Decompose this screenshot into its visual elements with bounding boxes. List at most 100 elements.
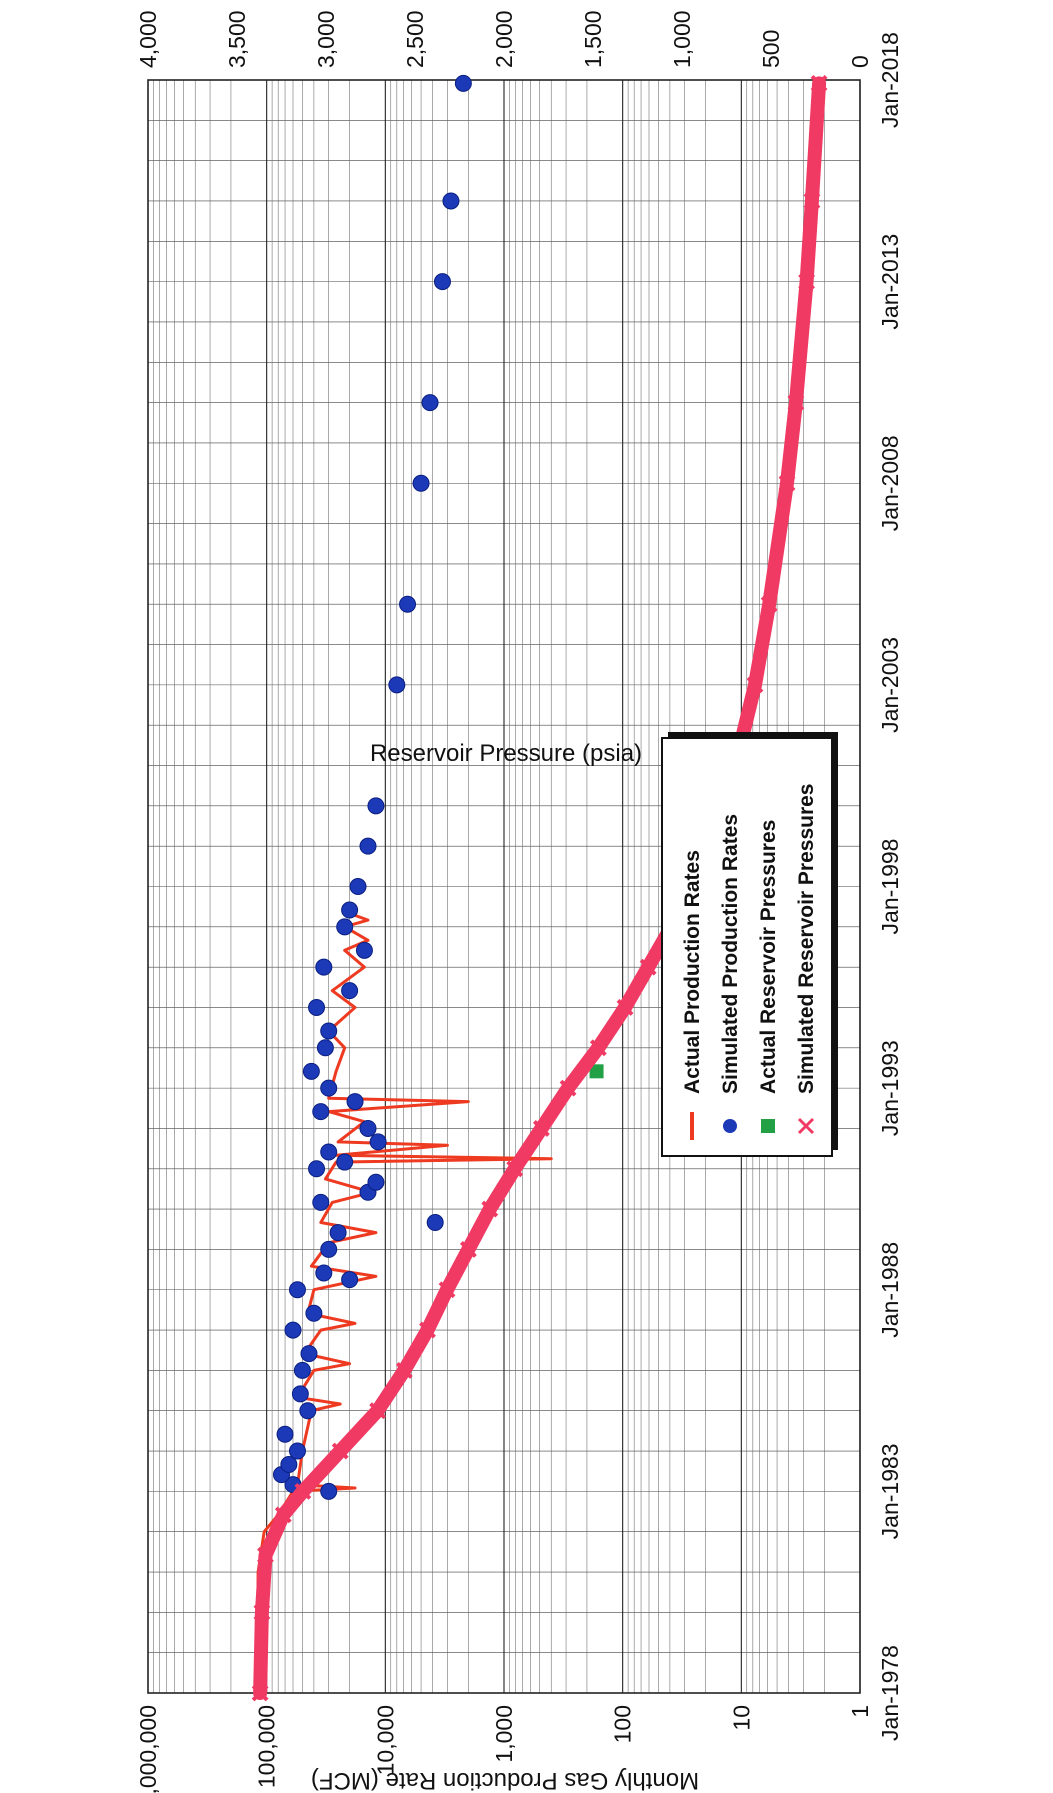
- y2-tick-label: 2,000: [491, 10, 517, 68]
- data-point: [454, 74, 472, 92]
- data-point: [412, 474, 430, 492]
- x-tick-label: Jan-2018: [877, 32, 903, 128]
- data-point: [315, 958, 333, 976]
- data-point: [506, 1160, 524, 1178]
- y2-tick-label: 4,000: [135, 10, 161, 68]
- data-point: [341, 982, 359, 1000]
- y2-tick-label: 1,000: [669, 10, 695, 68]
- x-tick-label: Jan-2003: [877, 637, 903, 733]
- data-point: [320, 1079, 338, 1097]
- x-tick-label: Jan-2008: [877, 435, 903, 531]
- data-point: [320, 1022, 338, 1040]
- legend-swatch: [797, 1117, 815, 1135]
- data-point: [421, 394, 439, 412]
- x-tick-label: Jan-2013: [877, 234, 903, 330]
- y-tick-label: 10: [728, 1705, 754, 1731]
- data-point: [320, 1240, 338, 1258]
- data-point: [746, 676, 764, 694]
- x-tick-label: Jan-1988: [877, 1242, 903, 1338]
- plot-area: [147, 79, 861, 1694]
- data-point: [369, 1402, 387, 1420]
- x-tick-label: Jan-1993: [877, 1040, 903, 1136]
- data-point: [589, 1064, 604, 1079]
- data-point: [312, 1103, 330, 1121]
- data-point: [280, 1455, 298, 1473]
- data-point: [359, 837, 377, 855]
- legend-label: Actual Reservoir Pressures: [757, 820, 780, 1094]
- data-point: [300, 1345, 318, 1363]
- data-point: [331, 1442, 349, 1460]
- data-point: [481, 1200, 499, 1218]
- x-tick-label: Jan-1978: [877, 1645, 903, 1741]
- data-point: [459, 1241, 477, 1258]
- data-point: [346, 1093, 364, 1111]
- y2-tick-label: 2,500: [402, 10, 428, 68]
- data-point: [616, 999, 634, 1016]
- data-point: [253, 1603, 271, 1621]
- series-1: [255, 911, 553, 1694]
- legend-label: Simulated Production Rates: [719, 814, 742, 1094]
- y-tick-label: 1,000: [491, 1705, 517, 1763]
- y2-axis-title: Reservoir Pressure (psia): [370, 740, 642, 767]
- data-point: [349, 878, 367, 895]
- data-point: [787, 394, 805, 412]
- data-point: [369, 1133, 387, 1151]
- y-axis-title: Monthly Gas Production Rate (MCF): [311, 1767, 699, 1793]
- y-tick-label: 100,000: [254, 1705, 280, 1788]
- legend-box: [661, 737, 833, 1157]
- y-tick-label: 1,000,000: [135, 1705, 161, 1793]
- data-point: [760, 595, 778, 613]
- data-point: [388, 676, 406, 694]
- data-point: [336, 918, 354, 936]
- data-point: [288, 1442, 306, 1460]
- data-point: [803, 192, 821, 210]
- y-tick-label: 10,000: [372, 1705, 398, 1775]
- data-point: [341, 1271, 359, 1289]
- data-point: [589, 1039, 607, 1057]
- series-3: [589, 1064, 604, 1079]
- y2-tick-label: 3,500: [224, 10, 250, 68]
- data-point: [778, 474, 796, 492]
- data-point: [294, 1482, 312, 1500]
- legend-swatch: [761, 1119, 775, 1133]
- data-point: [293, 1361, 311, 1379]
- x-tick-label: Jan-1998: [877, 839, 903, 935]
- data-point: [341, 901, 359, 919]
- y2-tick-label: 500: [758, 30, 784, 68]
- legend-label: Actual Production Rates: [681, 850, 704, 1094]
- data-point: [257, 1546, 274, 1564]
- data-point: [442, 192, 460, 210]
- series-2: [272, 74, 472, 1500]
- y-tick-label: 1: [847, 1705, 873, 1718]
- legend-swatch: [723, 1119, 737, 1133]
- data-point: [312, 1193, 330, 1211]
- data-point: [274, 1506, 292, 1524]
- data-point: [315, 1264, 333, 1282]
- data-point: [399, 595, 417, 613]
- legend-label: Simulated Reservoir Pressures: [795, 784, 818, 1095]
- data-point: [426, 1214, 444, 1232]
- data-point: [559, 1079, 577, 1097]
- data-point: [798, 273, 816, 291]
- data-point: [251, 1684, 269, 1702]
- data-point: [284, 1321, 302, 1339]
- data-point: [320, 1143, 338, 1161]
- data-point: [810, 74, 828, 92]
- legend: Actual Production Rates Simulated Product…: [661, 732, 838, 1157]
- data-point: [302, 1062, 320, 1080]
- data-point: [308, 1160, 326, 1178]
- data-point: [308, 998, 326, 1016]
- data-point: [291, 1385, 309, 1403]
- data-point: [320, 1482, 338, 1500]
- data-point: [532, 1120, 550, 1137]
- data-point: [359, 1119, 377, 1137]
- data-point: [395, 1361, 413, 1379]
- data-point: [367, 1173, 385, 1191]
- y2-tick-label: 0: [847, 55, 873, 68]
- data-point: [639, 958, 657, 976]
- x-tick-label: Jan-1983: [877, 1443, 903, 1539]
- data-point: [419, 1321, 436, 1339]
- data-point: [299, 1402, 317, 1420]
